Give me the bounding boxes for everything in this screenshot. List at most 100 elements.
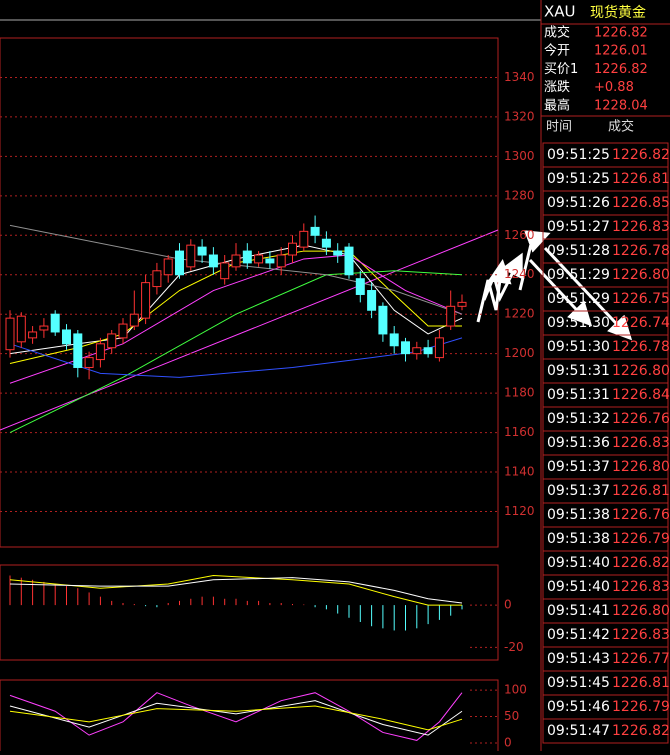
y-tick-label: 1220 — [504, 307, 535, 321]
trade-time: 09:51:30 — [547, 315, 610, 331]
trade-time: 09:51:42 — [547, 627, 610, 643]
candle-body — [355, 278, 365, 295]
indicator-line — [9, 692, 463, 741]
trade-price: 1226.85 — [612, 195, 670, 211]
candle-body — [321, 238, 331, 248]
trade-price: 1226.79 — [612, 531, 670, 547]
y-tick-label: 1160 — [504, 425, 535, 439]
trade-price: 1226.74 — [612, 315, 670, 331]
candle-body — [62, 329, 71, 345]
trade-price: 1226.80 — [612, 459, 670, 475]
candle-body — [107, 333, 117, 349]
candle-body — [401, 341, 410, 355]
candle-body — [84, 357, 94, 368]
trade-time: 09:51:32 — [547, 411, 610, 427]
trade-price: 1226.82 — [612, 723, 670, 739]
candle-body — [152, 270, 162, 288]
candle-body — [50, 313, 60, 333]
candle-body — [118, 323, 128, 339]
col-price: 成交 — [608, 119, 634, 135]
trade-time: 09:51:27 — [547, 219, 610, 235]
candle-body — [197, 246, 207, 256]
indicator-line — [9, 575, 462, 606]
trade-price: 1226.80 — [612, 363, 670, 379]
y-tick-label: -20 — [504, 640, 524, 654]
candle-body — [231, 254, 241, 268]
trade-time: 09:51:46 — [547, 699, 610, 715]
trade-price: 1226.83 — [612, 579, 670, 595]
quote-label: 最高 — [544, 97, 570, 113]
trade-price: 1226.78 — [612, 243, 670, 259]
trade-time: 09:51:43 — [547, 651, 610, 667]
col-time: 时间 — [546, 120, 572, 135]
trade-time: 09:51:38 — [547, 507, 610, 523]
quote-value: +0.88 — [594, 80, 634, 95]
candle-body — [16, 315, 26, 343]
quote-label: 买价1 — [544, 62, 578, 77]
quote-value: 1228.04 — [594, 98, 648, 113]
trade-price: 1226.83 — [612, 219, 670, 235]
trade-price: 1226.82 — [612, 147, 670, 163]
trade-time: 09:51:30 — [547, 339, 610, 355]
candle-body — [175, 250, 184, 276]
candle-body — [288, 242, 297, 256]
candle-body — [276, 254, 286, 268]
indicator-line — [9, 224, 463, 315]
symbol: XAU — [544, 3, 576, 21]
y-tick-label: 1260 — [504, 228, 535, 242]
candle-body — [378, 305, 388, 335]
trade-time: 09:51:29 — [547, 267, 610, 283]
main-frame — [0, 37, 499, 548]
trade-time: 09:51:37 — [547, 459, 610, 475]
candle-body — [299, 230, 309, 248]
trade-time: 09:51:25 — [547, 147, 610, 163]
trade-price: 1226.81 — [612, 171, 670, 187]
y-tick-label: 50 — [504, 709, 519, 723]
trade-time: 09:51:37 — [547, 483, 610, 499]
candle-body — [220, 262, 230, 280]
candle-body — [412, 347, 422, 355]
candle-body — [265, 258, 275, 264]
trade-price: 1226.80 — [612, 603, 670, 619]
trade-time: 09:51:45 — [547, 675, 610, 691]
trade-time: 09:51:25 — [547, 171, 610, 187]
trade-price: 1226.81 — [612, 483, 670, 499]
quote-label: 成交 — [544, 25, 570, 41]
candle-body — [129, 313, 139, 327]
candle-body — [446, 305, 456, 327]
trade-price: 1226.80 — [612, 267, 670, 283]
y-tick-label: 1200 — [504, 346, 535, 360]
quote-value: 1226.01 — [594, 44, 648, 59]
quote-label: 涨跌 — [544, 79, 570, 95]
trade-price: 1226.81 — [612, 675, 670, 691]
y-tick-label: 1140 — [504, 465, 535, 479]
indicator-line — [9, 254, 463, 384]
trade-price: 1226.82 — [612, 555, 670, 571]
trade-price: 1226.83 — [612, 435, 670, 451]
candle-body — [333, 250, 343, 256]
y-tick-label: 1120 — [504, 504, 535, 518]
y-tick-label: 1340 — [504, 70, 535, 84]
trade-time: 09:51:31 — [547, 363, 610, 379]
trade-price: 1226.75 — [612, 291, 670, 307]
trade-time: 09:51:28 — [547, 243, 610, 259]
trade-time: 09:51:41 — [547, 603, 610, 619]
trade-time: 09:51:29 — [547, 291, 610, 307]
trade-time: 09:51:40 — [547, 555, 610, 571]
y-tick-label: 1280 — [504, 188, 535, 202]
quote-value: 1226.82 — [594, 26, 648, 41]
trade-time: 09:51:36 — [547, 435, 610, 451]
y-tick-label: 0 — [504, 736, 512, 750]
indicator-line — [9, 577, 463, 604]
candle-body — [73, 333, 83, 368]
trade-time: 09:51:31 — [547, 387, 610, 403]
y-tick-label: 0 — [504, 598, 512, 612]
y-tick-label: 1180 — [504, 386, 535, 400]
y-tick-label: 1240 — [504, 267, 535, 281]
trade-price: 1226.76 — [612, 507, 670, 523]
candle-body — [208, 254, 218, 268]
candle-body — [186, 244, 196, 268]
candle-body — [254, 254, 264, 264]
